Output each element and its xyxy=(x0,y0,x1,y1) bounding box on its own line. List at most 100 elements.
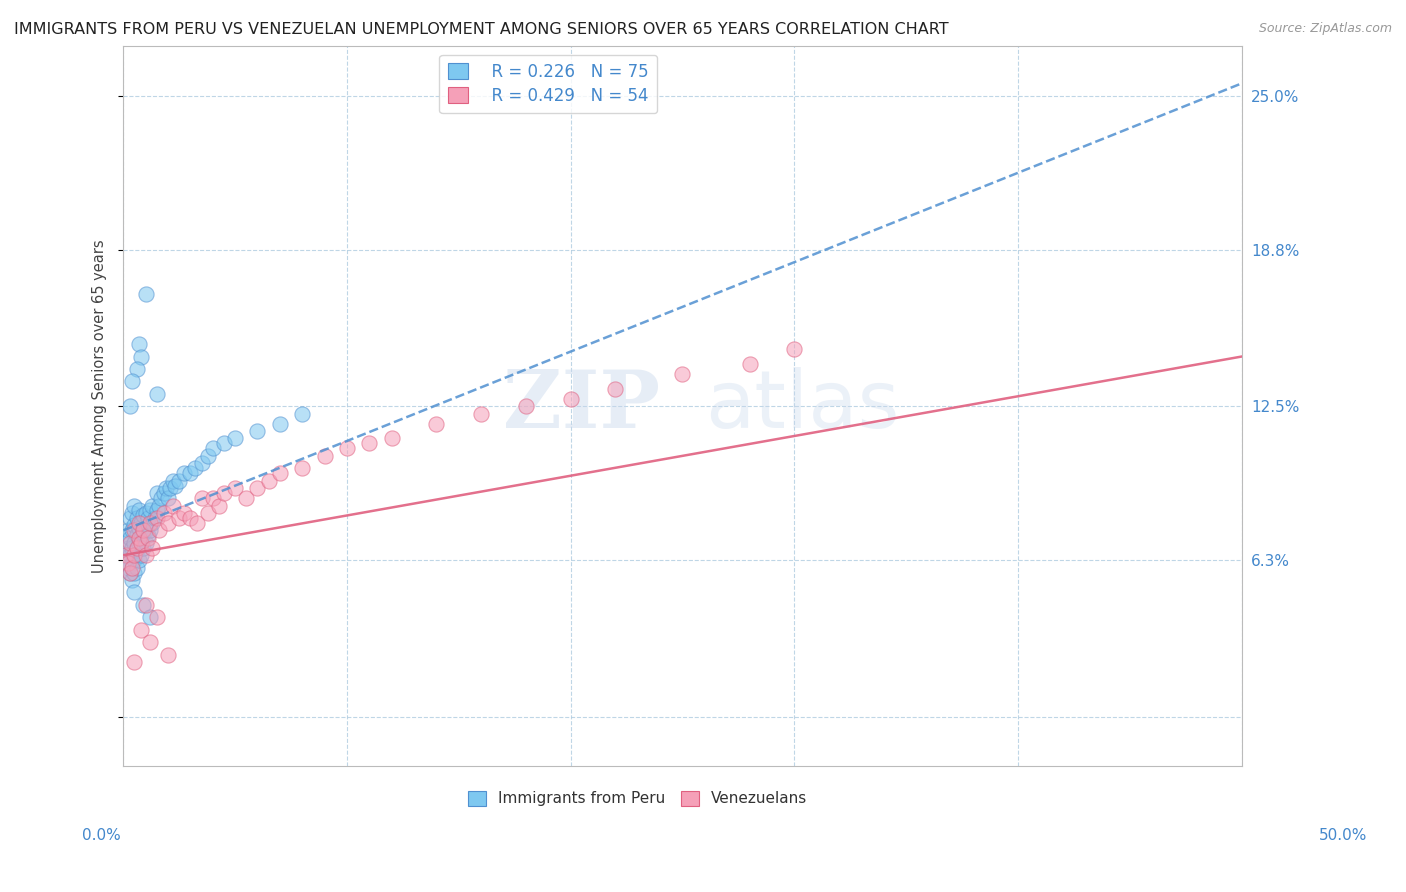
Point xyxy=(125,362,148,376)
Point xyxy=(381,432,404,446)
Point xyxy=(141,516,163,530)
Point xyxy=(124,553,146,567)
Point xyxy=(118,511,141,525)
Point xyxy=(135,548,157,562)
Point xyxy=(143,511,166,525)
Point xyxy=(173,506,195,520)
Point xyxy=(152,486,174,500)
Point xyxy=(128,521,150,535)
Point xyxy=(738,357,761,371)
Point xyxy=(135,506,157,520)
Point xyxy=(121,524,143,538)
Point xyxy=(336,442,359,456)
Point xyxy=(190,456,212,470)
Point xyxy=(152,506,174,520)
Text: atlas: atlas xyxy=(704,368,900,445)
Point xyxy=(201,491,224,505)
Point xyxy=(135,598,157,612)
Point xyxy=(132,541,155,555)
Point xyxy=(118,566,141,580)
Point xyxy=(515,399,537,413)
Point xyxy=(125,560,148,574)
Point xyxy=(135,524,157,538)
Point xyxy=(118,548,141,562)
Point xyxy=(117,560,139,574)
Point xyxy=(257,474,280,488)
Point xyxy=(125,541,148,555)
Point xyxy=(197,449,219,463)
Point xyxy=(124,518,146,533)
Text: ZIP: ZIP xyxy=(503,368,659,445)
Point xyxy=(121,560,143,574)
Point xyxy=(186,516,208,530)
Point xyxy=(157,491,180,505)
Point xyxy=(224,481,246,495)
Point xyxy=(146,386,169,401)
Point xyxy=(235,491,257,505)
Legend: Immigrants from Peru, Venezuelans: Immigrants from Peru, Venezuelans xyxy=(461,785,814,813)
Point xyxy=(128,553,150,567)
Point xyxy=(291,407,314,421)
Point xyxy=(148,524,170,538)
Point xyxy=(114,548,136,562)
Point xyxy=(201,442,224,456)
Point xyxy=(132,525,155,540)
Point xyxy=(121,541,143,555)
Point xyxy=(124,499,146,513)
Point xyxy=(129,548,152,562)
Point xyxy=(125,543,148,558)
Point xyxy=(146,503,169,517)
Point xyxy=(117,556,139,570)
Point xyxy=(129,623,152,637)
Point xyxy=(560,392,582,406)
Point xyxy=(148,499,170,513)
Point xyxy=(117,524,139,538)
Point xyxy=(118,531,141,545)
Point xyxy=(208,499,231,513)
Point xyxy=(121,506,143,520)
Point xyxy=(167,474,190,488)
Point xyxy=(121,573,143,587)
Point xyxy=(141,541,163,555)
Point xyxy=(129,516,152,530)
Point xyxy=(114,548,136,562)
Point xyxy=(159,481,181,495)
Point xyxy=(179,511,201,525)
Point xyxy=(118,566,141,580)
Point xyxy=(173,467,195,481)
Point xyxy=(135,535,157,549)
Point xyxy=(132,508,155,523)
Point xyxy=(425,417,447,431)
Point xyxy=(269,417,291,431)
Point xyxy=(162,474,184,488)
Point xyxy=(118,535,141,549)
Point xyxy=(139,524,162,538)
Point xyxy=(184,461,207,475)
Point xyxy=(139,635,162,649)
Point xyxy=(124,585,146,599)
Point xyxy=(132,524,155,538)
Point xyxy=(146,511,169,525)
Point xyxy=(167,511,190,525)
Point xyxy=(671,367,693,381)
Point xyxy=(139,610,162,624)
Point xyxy=(121,556,143,570)
Point xyxy=(128,337,150,351)
Point xyxy=(212,486,235,500)
Point xyxy=(150,491,173,505)
Point xyxy=(146,610,169,624)
Point xyxy=(129,531,152,545)
Text: 0.0%: 0.0% xyxy=(82,829,121,843)
Point xyxy=(128,503,150,517)
Point xyxy=(291,461,314,475)
Point xyxy=(146,486,169,500)
Point xyxy=(179,467,201,481)
Point xyxy=(121,375,143,389)
Point xyxy=(197,506,219,520)
Point xyxy=(470,407,492,421)
Point xyxy=(114,535,136,549)
Point xyxy=(224,432,246,446)
Point xyxy=(117,541,139,555)
Point xyxy=(118,399,141,413)
Point xyxy=(162,499,184,513)
